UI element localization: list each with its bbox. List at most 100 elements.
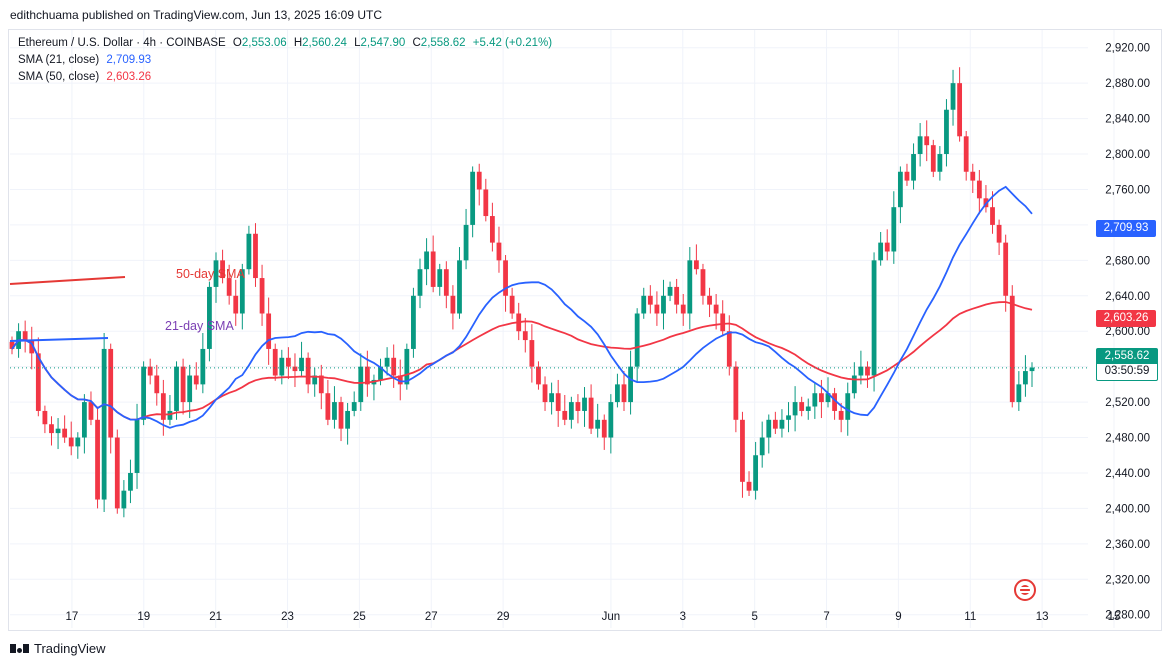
candle-body (160, 393, 166, 420)
legend-ohlc-row: Ethereum / U.S. Dollar · 4h · COINBASE O… (18, 37, 553, 49)
candle-body (825, 393, 831, 403)
candle-body (884, 242, 890, 252)
candle-body (167, 410, 173, 420)
candle-body (246, 233, 252, 270)
bar-countdown: 03:50:59 (1104, 365, 1150, 377)
legend: Ethereum / U.S. Dollar · 4h · COINBASE O… (18, 35, 552, 86)
tradingview-footer[interactable]: TradingView (10, 641, 106, 656)
candle-body (437, 269, 443, 287)
candle-body (62, 428, 68, 438)
x-tick-label: Jun (602, 611, 621, 623)
candle-body (674, 286, 680, 305)
y-tick-label: 2,680.00 (1105, 255, 1150, 267)
candle-body (121, 490, 127, 509)
candle-body (384, 357, 390, 367)
candle-body (411, 295, 416, 349)
candle-body (693, 260, 699, 270)
y-tick-label: 2,400.00 (1105, 503, 1150, 515)
candle-body (207, 286, 212, 349)
us-flag-icon[interactable] (1014, 579, 1036, 601)
candle-body (174, 366, 179, 411)
candle-body (924, 136, 930, 146)
candle-body (95, 419, 100, 500)
candle-body (1003, 242, 1009, 296)
candle-body (108, 348, 114, 438)
candle-body (509, 295, 515, 314)
candle-body (944, 109, 949, 155)
candle-body (766, 419, 772, 438)
y-tick-label: 2,440.00 (1105, 468, 1150, 480)
candle-body (200, 348, 206, 385)
candle-body (154, 375, 160, 394)
sma21-line (11, 185, 1033, 429)
chart-frame[interactable] (8, 29, 1162, 631)
candle-body (654, 304, 660, 314)
candle-body (147, 366, 153, 376)
change-value: +5.42 (+0.21%) (472, 37, 553, 49)
sma21-price-tag: 2,709.93 (1096, 220, 1156, 237)
candle-body (489, 216, 495, 243)
candle-body (193, 375, 199, 385)
y-tick-label: 2,280.00 (1105, 610, 1150, 622)
candle-body (226, 278, 232, 296)
candle-body (799, 402, 805, 411)
candle-body (239, 269, 245, 314)
y-tick-label: 2,320.00 (1105, 574, 1150, 586)
candle-body (496, 242, 502, 261)
candle-body (292, 366, 298, 372)
candle-body (391, 357, 397, 376)
candle-body (417, 269, 423, 296)
candle-body (397, 375, 403, 385)
candle-body (476, 171, 482, 190)
candles (9, 67, 1035, 518)
candle-body (345, 410, 351, 429)
candle-body (503, 260, 508, 296)
candle-body (720, 313, 726, 332)
candle-body (68, 437, 74, 447)
annot-50-line (9, 276, 126, 285)
candle-body (568, 402, 574, 420)
candle-body (483, 189, 489, 217)
x-tick-label: 27 (425, 611, 438, 623)
candle-body (55, 428, 61, 434)
candle-body (305, 357, 311, 385)
candle-body (542, 384, 548, 403)
candle-body (332, 402, 337, 420)
high-value: 2,560.24 (302, 37, 347, 49)
y-tick-label: 2,640.00 (1105, 291, 1150, 303)
candle-body (233, 295, 239, 314)
candle-body (128, 472, 133, 491)
y-tick-label: 2,760.00 (1105, 184, 1150, 196)
legend-sma21-row: SMA (21, close) 2,709.93 (18, 54, 152, 66)
candle-body (536, 366, 541, 385)
candle-body (904, 171, 910, 181)
candle-body (647, 295, 653, 305)
x-tick-label: 13 (1036, 611, 1049, 623)
candle-body (81, 402, 87, 438)
x-tick-label: 9 (895, 611, 901, 623)
candle-body (615, 384, 620, 403)
candle-body (621, 384, 627, 403)
candle-body (213, 260, 219, 287)
y-tick-label: 2,840.00 (1105, 114, 1150, 126)
candle-body (970, 171, 976, 181)
candle-body (786, 415, 791, 420)
candle-body (661, 295, 666, 314)
candle-body (608, 402, 614, 438)
candle-body (726, 331, 732, 367)
candle-body (641, 295, 647, 314)
candle-body (351, 402, 357, 411)
low-value: 2,547.90 (360, 37, 406, 49)
candle-body (299, 357, 304, 372)
y-tick-label: 2,480.00 (1105, 433, 1150, 445)
candle-body (253, 233, 258, 279)
candle-body (871, 260, 877, 376)
candle-body (555, 393, 561, 411)
candle-body (819, 393, 824, 403)
candle-body (529, 340, 535, 367)
candle-body (404, 348, 410, 385)
candle-body (1016, 384, 1022, 403)
candle-body (634, 313, 640, 367)
candle-body (865, 366, 870, 376)
